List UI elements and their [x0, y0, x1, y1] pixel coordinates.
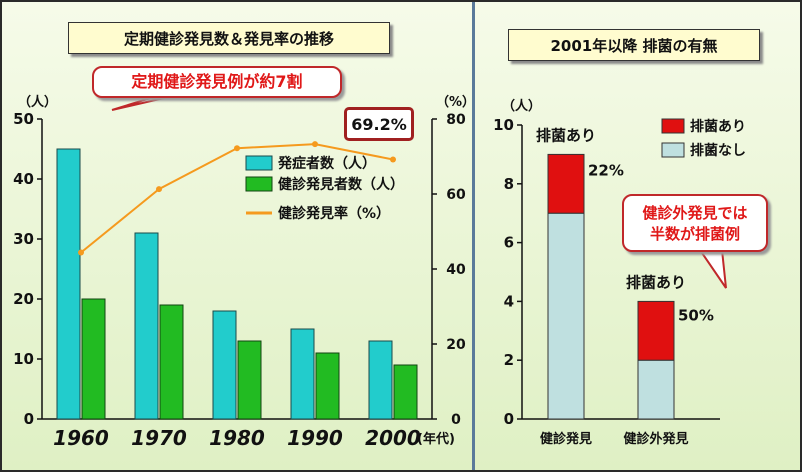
stack-negative-1: [637, 359, 675, 420]
stack-top-label: 排菌あり: [626, 273, 686, 291]
right-x-category-label: 健診発見: [540, 431, 592, 447]
stack-positive-1: [637, 300, 675, 361]
callout-left: 定期健診発見例が約7割: [92, 66, 342, 98]
left-y-tick-label: 40: [13, 170, 34, 188]
callout-right-line-2: 半数が排菌例: [649, 225, 740, 243]
bar-detected-1980: [237, 340, 262, 420]
bar-detected-2000: [393, 364, 418, 420]
right-y2-unit: （%）: [436, 94, 475, 110]
left-y-tick-label: 0: [24, 410, 34, 428]
legend-label-positive: 排菌あり: [690, 118, 746, 135]
x-category-label: 1990: [287, 426, 343, 450]
rate-point-1980: [234, 145, 240, 152]
right-chart-y-tick-label: 0: [504, 410, 514, 428]
right-chart-y-tick-label: 4: [504, 292, 514, 310]
stack-percent-label: 22%: [588, 161, 624, 179]
bar-detected-1960: [81, 298, 106, 420]
bar-detected-1990: [315, 352, 340, 420]
x-category-label: 1980: [209, 426, 265, 450]
legend-label-negative: 排菌なし: [690, 142, 746, 159]
callout-right: 健診外発見では 半数が排菌例: [622, 194, 768, 252]
right-y2-tick-label: 60: [446, 187, 466, 203]
rate-point-1960: [78, 249, 84, 256]
bar-onset-1990: [290, 328, 315, 420]
stack-positive-0: [547, 153, 585, 214]
right-chart-y-tick-label: 8: [504, 175, 514, 193]
panel-divider: [472, 2, 475, 470]
left-y-unit: （人）: [18, 94, 57, 110]
left-y-tick-label: 30: [13, 230, 34, 248]
left-y-tick-label: 50: [13, 110, 34, 128]
bar-detected-1970: [159, 304, 184, 420]
right-y2-tick-label: 20: [446, 337, 466, 353]
right-chart-y-tick-label: 2: [504, 351, 514, 369]
left-y-tick-label: 10: [13, 350, 34, 368]
left-chart-title: 定期健診発見数＆発見率の推移: [68, 22, 390, 54]
x-category-label: 1970: [131, 426, 187, 450]
stack-negative-0: [547, 212, 585, 420]
legend-swatch-positive: [661, 118, 685, 134]
stack-top-label: 排菌あり: [536, 126, 596, 144]
legend-swatch-negative: [661, 142, 685, 158]
callout-right-tail: [698, 249, 727, 289]
right-y2-tick-label: 80: [446, 112, 466, 128]
legend-label-rate: 健診発見率（%）: [278, 205, 390, 222]
rate-point-2000: [390, 156, 396, 163]
x-category-label: 1960: [53, 426, 109, 450]
legend-swatch-detected: [245, 176, 273, 192]
bar-onset-2000: [368, 340, 393, 420]
bar-onset-1960: [56, 148, 81, 420]
right-y2-tick-label: 40: [446, 262, 466, 278]
bar-onset-1980: [212, 310, 237, 420]
left-y-tick-label: 20: [13, 290, 34, 308]
right-chart-title: 2001年以降 排菌の有無: [508, 29, 760, 61]
legend-swatch-onset: [245, 155, 273, 171]
legend-label-detected: 健診発見者数（人）: [278, 176, 404, 193]
right-chart-y-tick-label: 10: [493, 116, 514, 134]
rate-point-1970: [156, 186, 162, 193]
right-x-category-label: 健診外発見: [623, 431, 688, 447]
highlight-rate-box: 69.2%: [344, 107, 414, 141]
stack-percent-label: 50%: [678, 306, 714, 324]
x-category-label: 2000: [365, 426, 421, 450]
x-axis-suffix: (年代): [417, 431, 455, 447]
bar-onset-1970: [134, 232, 159, 420]
right-chart-y-unit: （人）: [502, 98, 541, 114]
callout-right-line-1: 健診外発見では: [642, 204, 748, 222]
rate-point-1990: [312, 141, 318, 148]
right-y2-tick-label: 0: [451, 412, 461, 428]
right-chart-y-tick-label: 6: [504, 234, 514, 252]
legend-label-onset: 発症者数（人）: [277, 155, 376, 172]
